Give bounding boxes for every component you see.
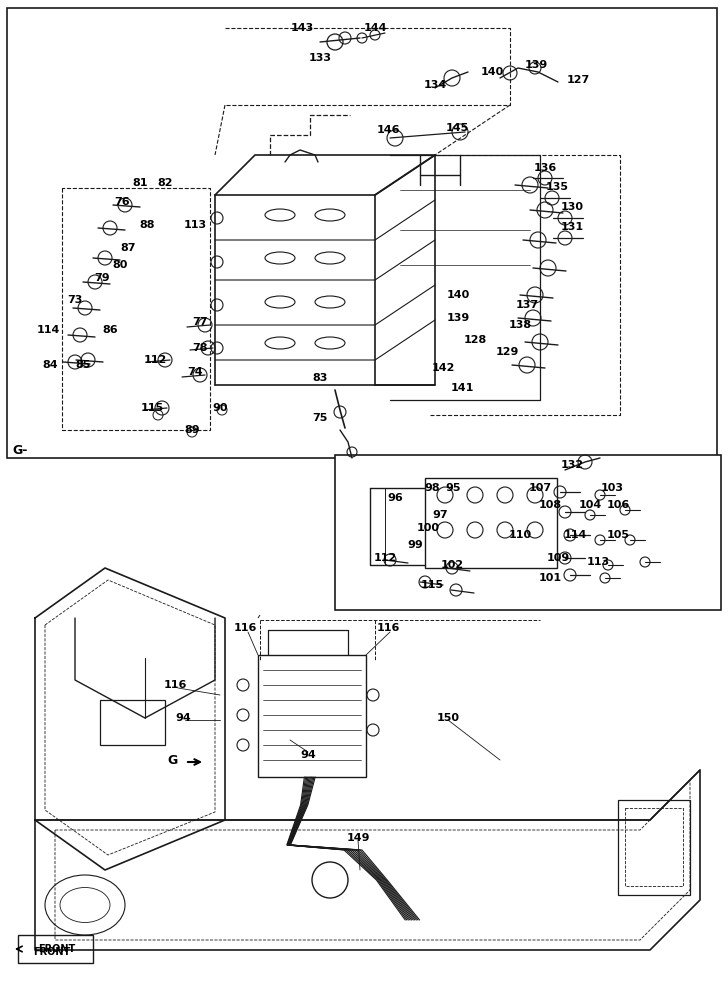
- Text: 81: 81: [132, 178, 148, 188]
- Text: 85: 85: [75, 360, 91, 370]
- Text: 108: 108: [539, 500, 561, 510]
- Bar: [18, 935, 93, 963]
- Text: 146: 146: [376, 125, 400, 135]
- Text: 86: 86: [102, 325, 118, 335]
- Text: 74: 74: [187, 367, 203, 377]
- Text: 94: 94: [175, 713, 191, 723]
- Text: 98: 98: [424, 483, 440, 493]
- Text: 114: 114: [563, 530, 587, 540]
- Text: 78: 78: [192, 343, 207, 353]
- Text: 89: 89: [184, 425, 199, 435]
- Bar: [625, 808, 683, 886]
- Text: 102: 102: [440, 560, 464, 570]
- Text: 103: 103: [601, 483, 623, 493]
- Text: 97: 97: [432, 510, 448, 520]
- Text: 139: 139: [524, 60, 547, 70]
- Text: 105: 105: [606, 530, 630, 540]
- Bar: [258, 655, 366, 777]
- Text: 100: 100: [416, 523, 440, 533]
- Text: 73: 73: [67, 295, 83, 305]
- Bar: [425, 478, 557, 568]
- Text: 77: 77: [192, 317, 207, 327]
- Text: 128: 128: [464, 335, 486, 345]
- Text: 113: 113: [183, 220, 207, 230]
- Text: 79: 79: [94, 273, 110, 283]
- Text: 129: 129: [495, 347, 518, 357]
- Text: 149: 149: [347, 833, 370, 843]
- Text: 114: 114: [36, 325, 60, 335]
- Text: 135: 135: [545, 182, 569, 192]
- Text: 139: 139: [446, 313, 470, 323]
- Text: 131: 131: [561, 222, 584, 232]
- Text: 145: 145: [446, 123, 469, 133]
- Text: 104: 104: [578, 500, 601, 510]
- Text: 115: 115: [421, 580, 443, 590]
- Text: 140: 140: [446, 290, 470, 300]
- Text: 116: 116: [163, 680, 186, 690]
- Text: 144: 144: [363, 23, 387, 33]
- Text: 115: 115: [141, 403, 164, 413]
- Text: 107: 107: [529, 483, 552, 493]
- Text: 134: 134: [424, 80, 446, 90]
- Bar: [335, 455, 721, 610]
- Text: 137: 137: [515, 300, 539, 310]
- Bar: [618, 800, 690, 895]
- Text: 116: 116: [376, 623, 400, 633]
- Text: 130: 130: [561, 202, 584, 212]
- Text: 75: 75: [312, 413, 328, 423]
- Text: 112: 112: [143, 355, 167, 365]
- Text: 133: 133: [309, 53, 331, 63]
- Text: 106: 106: [606, 500, 630, 510]
- Text: 80: 80: [112, 260, 127, 270]
- Text: 76: 76: [114, 197, 130, 207]
- Text: 150: 150: [437, 713, 459, 723]
- Bar: [7, 8, 717, 458]
- Text: G-: G-: [12, 444, 28, 456]
- Text: 112: 112: [373, 553, 397, 563]
- Text: 88: 88: [139, 220, 155, 230]
- Text: 142: 142: [431, 363, 455, 373]
- Text: 90: 90: [213, 403, 228, 413]
- Text: 141: 141: [451, 383, 474, 393]
- Text: 136: 136: [534, 163, 557, 173]
- Text: G: G: [167, 754, 177, 766]
- Text: 140: 140: [480, 67, 504, 77]
- Text: 87: 87: [120, 243, 135, 253]
- Text: 84: 84: [42, 360, 58, 370]
- Text: 143: 143: [290, 23, 314, 33]
- Text: 82: 82: [157, 178, 173, 188]
- Text: 95: 95: [446, 483, 461, 493]
- Text: 113: 113: [587, 557, 609, 567]
- Text: 83: 83: [312, 373, 328, 383]
- Bar: [100, 700, 165, 745]
- Text: 110: 110: [508, 530, 531, 540]
- Text: FRONT: FRONT: [33, 947, 71, 957]
- Text: 138: 138: [508, 320, 531, 330]
- Text: 132: 132: [561, 460, 584, 470]
- Text: 127: 127: [566, 75, 590, 85]
- Text: 94: 94: [300, 750, 316, 760]
- Text: 96: 96: [387, 493, 403, 503]
- Text: 99: 99: [407, 540, 423, 550]
- Text: FRONT: FRONT: [39, 944, 76, 954]
- Text: 109: 109: [547, 553, 569, 563]
- Text: 101: 101: [539, 573, 561, 583]
- Text: 116: 116: [233, 623, 257, 633]
